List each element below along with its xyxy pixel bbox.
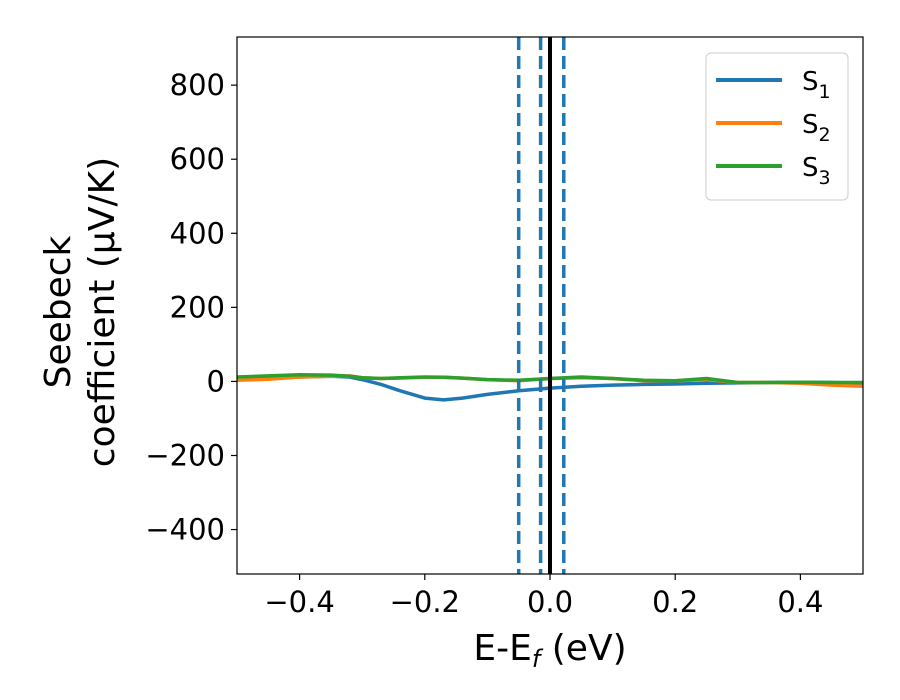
y-axis-ticks: −400 −200 0 200 400 600 800 [145,68,237,547]
legend: S1 S2 S3 [705,52,849,201]
y-axis-label-line1: Seebeck [38,235,79,388]
x-tick-label: −0.2 [390,585,460,619]
series-line-s3 [237,373,863,385]
y-tick-label: −400 [145,513,225,547]
reference-lines-layer [516,37,566,574]
legend-label-s1: S1 [802,67,831,103]
y-axis-label: Seebeck coefficient (μV/K) [38,157,123,467]
y-tick-label: 400 [170,216,225,250]
legend-label-s3: S3 [802,153,831,189]
y-axis-label-line2: coefficient (μV/K) [82,157,123,467]
y-tick-label: 800 [170,68,225,102]
y-tick-label: 600 [170,142,225,176]
x-tick-label: 0.4 [777,585,823,619]
y-tick-label: −200 [145,438,225,472]
y-tick-label: 0 [207,364,225,398]
x-tick-label: 0.0 [527,585,573,619]
y-tick-label: 200 [170,290,225,324]
x-axis-label: E-Ef (eV) [473,628,626,673]
legend-label-s2: S2 [802,110,831,146]
x-axis-ticks: −0.4 −0.2 0.0 0.2 0.4 [264,574,823,619]
x-tick-label: 0.2 [652,585,698,619]
x-tick-label: −0.4 [264,585,334,619]
data-lines-layer [237,373,863,402]
legend-box [705,52,849,201]
